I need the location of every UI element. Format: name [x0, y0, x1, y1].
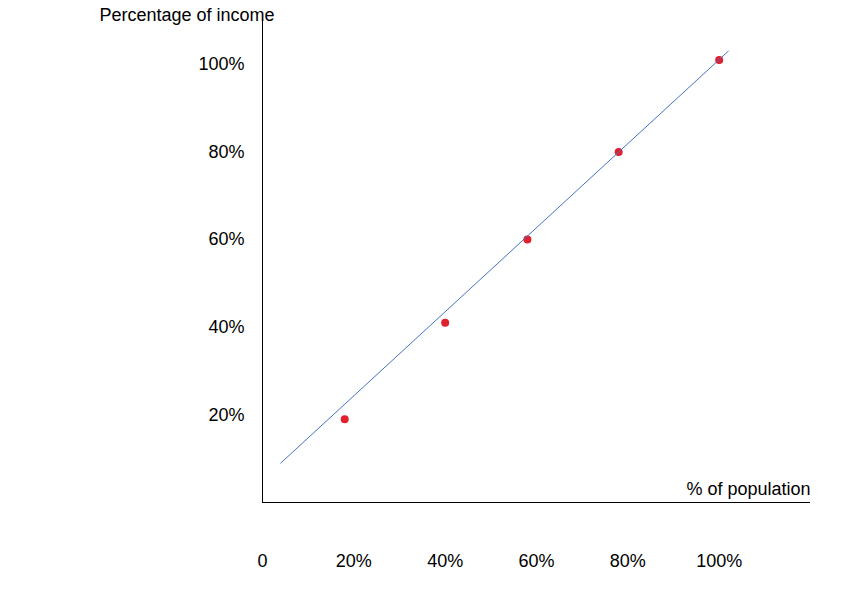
svg-text:20%: 20% — [208, 405, 244, 425]
svg-text:60%: 60% — [518, 551, 554, 571]
svg-text:% of population: % of population — [686, 479, 810, 499]
svg-text:40%: 40% — [427, 551, 463, 571]
svg-text:60%: 60% — [208, 229, 244, 249]
svg-text:Percentage of income: Percentage of income — [99, 5, 274, 25]
svg-text:80%: 80% — [208, 142, 244, 162]
svg-text:100%: 100% — [696, 551, 742, 571]
svg-text:80%: 80% — [610, 551, 646, 571]
svg-text:40%: 40% — [208, 317, 244, 337]
svg-text:100%: 100% — [198, 54, 244, 74]
svg-text:20%: 20% — [336, 551, 372, 571]
svg-text:0: 0 — [257, 551, 267, 571]
